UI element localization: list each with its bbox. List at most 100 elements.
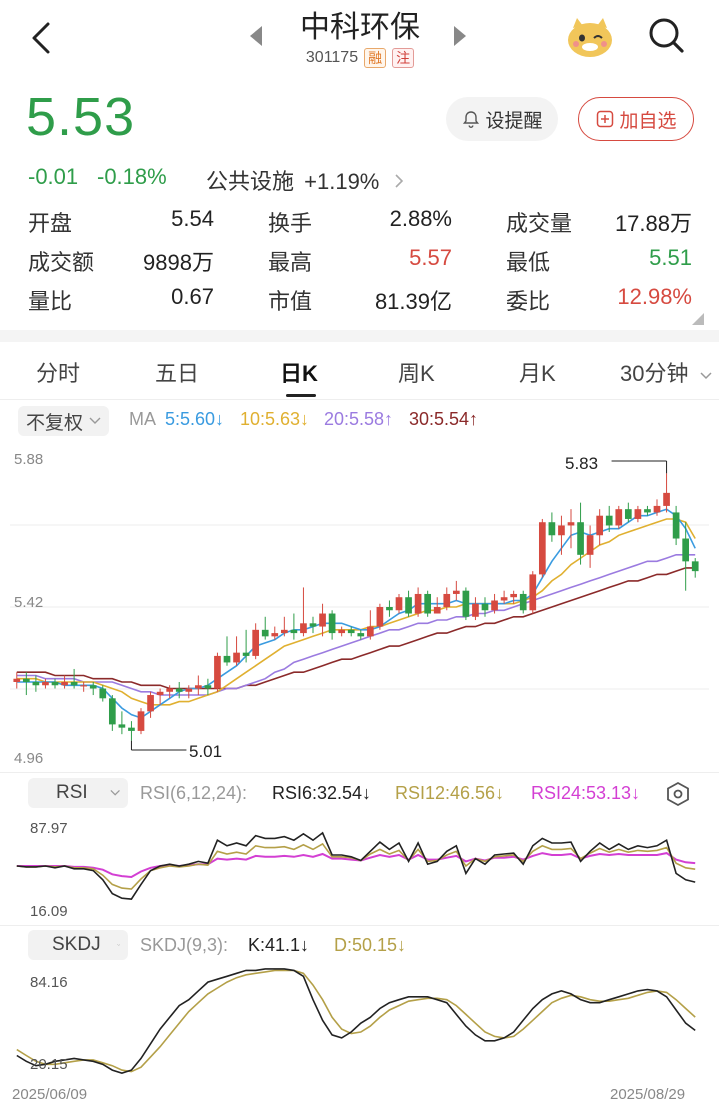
stat-value: 5.57 (409, 245, 452, 270)
rsi24-line (16, 852, 696, 879)
ma20-line (16, 554, 696, 696)
rsi12-line (16, 842, 696, 890)
candlestick-chart[interactable] (0, 445, 719, 770)
ma-label: MA (129, 409, 156, 429)
candle-body (185, 688, 193, 692)
kline-y-bottom: 4.96 (14, 750, 44, 767)
sector-percent: +1.19% (304, 169, 380, 194)
candle-body (118, 724, 126, 728)
candle-body (558, 525, 565, 536)
skdj-k-value: K:41.1↓ (248, 935, 310, 955)
back-button[interactable] (22, 18, 62, 58)
tab-intraday[interactable]: 分时 (36, 361, 81, 386)
candle-body (672, 512, 680, 539)
ma5-value: 5:5.60↓ (165, 409, 225, 429)
chevron-down-icon (116, 944, 120, 946)
prev-stock-arrow-icon[interactable] (250, 26, 262, 46)
candle-body (634, 509, 642, 519)
candle-body (61, 682, 68, 686)
adjust-label: 不复权 (26, 412, 84, 434)
candle-body (99, 688, 107, 699)
candle-body (233, 652, 240, 663)
candle-body (529, 574, 537, 611)
indicator-settings-button[interactable] (664, 780, 692, 808)
mascot-icon[interactable] (565, 16, 615, 58)
stats-grid: 开盘 5.54 换手 2.88% 成交量 17.88万 成交额 9898万 最高… (0, 200, 719, 320)
set-alert-button[interactable]: 设提醒 (446, 97, 558, 141)
stat-label: 量比 (28, 289, 73, 314)
stat-value: 81.39亿 (374, 289, 452, 314)
tab-weekly-k[interactable]: 周K (398, 361, 435, 386)
candle-body (481, 603, 489, 611)
candle-body (443, 593, 451, 607)
stat-label: 市值 (268, 289, 313, 314)
candle-body (156, 691, 164, 696)
candle-body (137, 711, 145, 731)
rsi-indicator-select[interactable]: RSI (28, 778, 128, 808)
candle-body (376, 607, 384, 627)
tab-30-minute[interactable]: 30分钟 (620, 356, 713, 388)
high-price-marker: 5.83 (565, 454, 599, 473)
chevron-down-icon (110, 789, 120, 796)
current-price: 5.53 (26, 87, 136, 147)
candle-body (252, 629, 260, 656)
candle-body (519, 593, 527, 611)
tab-monthly-k[interactable]: 月K (519, 361, 556, 386)
rsi-y-top: 87.97 (30, 820, 68, 837)
add-watchlist-label: 加自选 (619, 110, 677, 132)
candle-body (491, 600, 498, 611)
plus-square-icon (597, 110, 614, 128)
add-watchlist-button[interactable]: 加自选 (578, 97, 694, 141)
candle-body (108, 698, 116, 725)
candle-body (204, 685, 212, 689)
stat-label: 最高 (268, 250, 313, 275)
skdj-y-bottom: 20.15 (30, 1056, 68, 1073)
stat-value: 9898万 (143, 250, 214, 275)
stat-value: 0.67 (171, 284, 214, 309)
candle-body (577, 522, 584, 555)
expand-corner-icon[interactable] (692, 312, 704, 330)
margin-tag: 融 (364, 48, 387, 68)
next-stock-arrow-icon[interactable] (454, 26, 466, 46)
sector-link[interactable]: 公共设施 +1.19% (206, 164, 406, 196)
candle-body (261, 629, 269, 637)
section-divider (0, 330, 719, 342)
candle-body (586, 535, 594, 555)
candle-body (462, 590, 470, 617)
tab-30-minute-label: 30分钟 (620, 361, 689, 386)
candle-body (70, 682, 78, 686)
tab-five-day[interactable]: 五日 (155, 361, 200, 386)
candle-body (605, 515, 613, 526)
skdj-k-line (16, 968, 696, 1074)
stat-value: 5.54 (171, 206, 214, 231)
skdj-indicator-select[interactable]: SKDJ (28, 930, 128, 960)
candle-body (290, 629, 298, 634)
skdj-chart[interactable] (0, 962, 719, 1082)
candle-body (414, 593, 422, 614)
stat-label: 委比 (506, 289, 551, 314)
candle-body (624, 509, 632, 519)
price-change-percent: -0.18% (97, 164, 167, 189)
candle-body (691, 561, 699, 572)
low-price-marker: 5.01 (189, 742, 223, 761)
rsi-params: RSI(6,12,24): (140, 783, 248, 803)
adjust-select[interactable]: 不复权 (18, 406, 110, 436)
candle-body (223, 655, 231, 663)
candle-body (663, 492, 670, 506)
candle-body (548, 522, 556, 536)
stat-label: 最低 (506, 250, 551, 275)
stat-label: 成交量 (506, 211, 573, 236)
search-button[interactable] (645, 14, 689, 58)
tab-daily-k[interactable]: 日K (280, 361, 318, 386)
ma20-value: 20:5.58↑ (324, 409, 394, 429)
candle-body (51, 682, 59, 686)
candle-body (22, 678, 30, 682)
candle-body (510, 593, 518, 598)
sector-name: 公共设施 (206, 169, 295, 194)
rsi24-value: RSI24:53.13↓ (531, 783, 641, 803)
candle-body (452, 590, 460, 594)
candle-body (500, 597, 508, 601)
candle-body (433, 607, 441, 614)
skdj-y-top: 84.16 (30, 974, 68, 991)
rsi-chart[interactable] (0, 812, 719, 922)
